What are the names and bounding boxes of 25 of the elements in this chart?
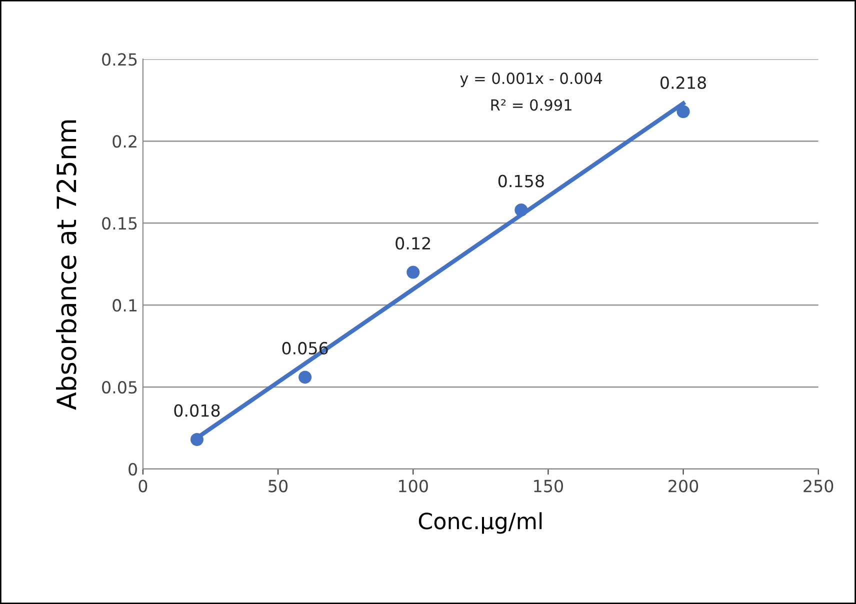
point [298, 370, 312, 384]
y-tick-label: 0.15 [102, 217, 137, 230]
data-label: 0.218 [660, 76, 706, 89]
y-tick-label: 0 [128, 462, 137, 476]
data-label: 0.12 [396, 237, 430, 250]
x-tick-label: 50 [268, 480, 288, 492]
point [676, 105, 690, 118]
point [514, 204, 528, 217]
x-tick-label: 200 [668, 480, 698, 492]
y-tick-label: 0.25 [102, 53, 137, 66]
y-tick-label: 0.2 [112, 135, 136, 148]
data-label: 0.018 [174, 404, 220, 417]
data-label: 0.158 [498, 174, 544, 188]
x-axis-title: Conc.µg/ml [418, 512, 542, 534]
x-tick-label: 250 [804, 480, 834, 492]
point [406, 266, 420, 279]
y-axis-title: Absorbance at 725nm [56, 120, 76, 410]
x-tick-label: 0 [138, 480, 148, 492]
y-tick-label: 0.1 [112, 299, 137, 312]
x-tick-label: 150 [534, 480, 563, 492]
y-tick-label: 0.05 [102, 381, 137, 394]
x-tick-label: 100 [399, 480, 428, 492]
annotation: R² = 0.991 [491, 99, 572, 111]
annotation: y = 0.001x - 0.004 [460, 72, 602, 88]
point [190, 432, 204, 446]
